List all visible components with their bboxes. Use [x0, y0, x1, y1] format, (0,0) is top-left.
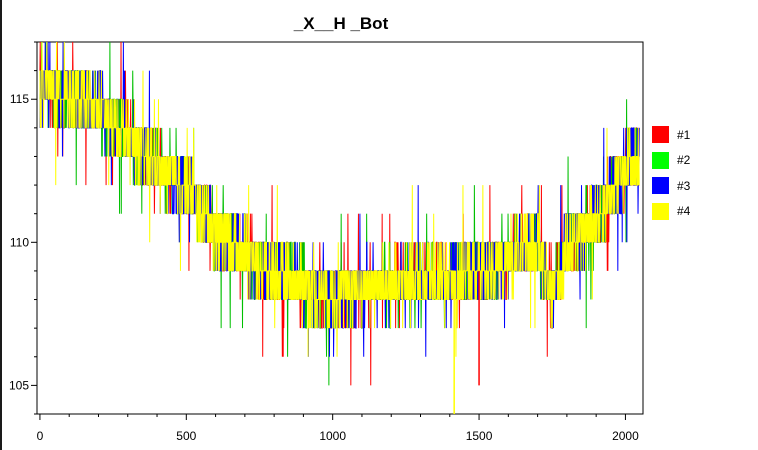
x-tick-label: 500	[176, 429, 196, 443]
legend-label: #3	[677, 178, 691, 193]
legend-item-4: #4	[652, 199, 752, 225]
x-tick-label: 1000	[319, 429, 346, 443]
y-tick-label: 105	[9, 378, 29, 392]
y-tick-label: 110	[10, 235, 29, 249]
legend-label: #4	[677, 204, 691, 219]
window-left-edge	[0, 0, 2, 450]
legend-swatch	[652, 177, 669, 195]
series-line-4	[39, 41, 640, 357]
legend-label: #2	[677, 153, 691, 168]
axes-layer: 0 500 1000 1500 2000 105 110 115	[9, 41, 639, 443]
legend-item-1: #1	[652, 122, 752, 148]
legend-item-2: #2	[652, 148, 752, 174]
x-tick-label: 0	[37, 429, 44, 443]
legend-item-3: #3	[652, 173, 752, 199]
legend-swatch	[652, 202, 669, 220]
x-tick-label: 1500	[466, 429, 493, 443]
chart-title: _X__H _Bot	[293, 14, 389, 33]
legend-swatch	[652, 126, 669, 144]
legend-swatch	[652, 151, 669, 169]
y-tick-label: 115	[10, 92, 29, 106]
series-layer	[39, 41, 640, 414]
x-tick-label: 2000	[612, 429, 639, 443]
legend-label: #1	[677, 127, 691, 142]
legend: #1 #2 #3 #4	[652, 122, 752, 224]
plot-area-frame	[36, 41, 644, 415]
